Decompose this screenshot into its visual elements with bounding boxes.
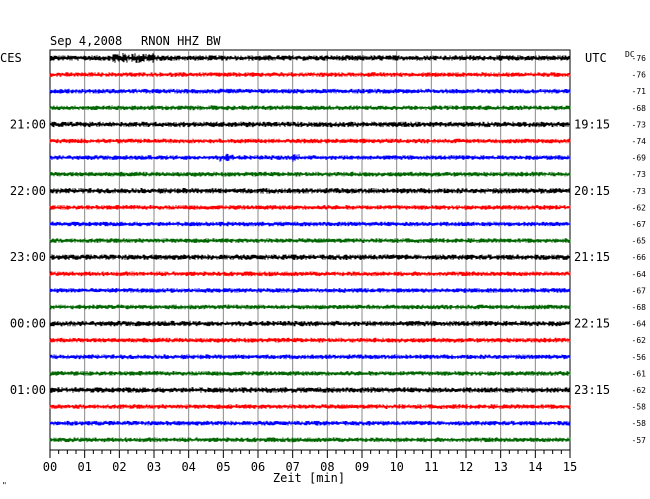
dc-offset-label-13: -64 — [632, 270, 647, 279]
dc-offset-label-3: -68 — [632, 104, 647, 113]
dc-offset-label-9: -62 — [632, 203, 647, 212]
dc-offset-label-16: -64 — [632, 320, 647, 329]
x-tick-label-06: 06 — [251, 460, 265, 474]
corner-mark: " — [2, 481, 7, 490]
dc-offset-label-22: -58 — [632, 419, 647, 428]
x-tick-label-07: 07 — [285, 460, 299, 474]
seismic-trace-14 — [49, 288, 571, 293]
chart-station: RNON HHZ BW — [141, 34, 221, 48]
right-time-label-2115: 21:15 — [574, 250, 610, 264]
x-tick-label-10: 10 — [389, 460, 403, 474]
left-time-label-2200: 22:00 — [10, 184, 46, 198]
x-tick-label-02: 02 — [112, 460, 126, 474]
dc-offset-label-5: -74 — [632, 137, 647, 146]
right-timezone-label: UTC — [585, 51, 607, 65]
x-tick-label-09: 09 — [355, 460, 369, 474]
dc-offset-label-14: -67 — [632, 286, 647, 295]
seismic-trace-8 — [49, 188, 571, 194]
x-tick-label-01: 01 — [77, 460, 91, 474]
x-tick-label-15: 15 — [563, 460, 577, 474]
seismic-trace-7 — [49, 171, 571, 177]
x-tick-label-13: 13 — [493, 460, 507, 474]
seismic-trace-6 — [49, 153, 571, 162]
x-tick-label-12: 12 — [459, 460, 473, 474]
x-axis-label: Zeit [min] — [273, 471, 345, 485]
dc-offset-label-20: -62 — [632, 386, 647, 395]
seismic-trace-2 — [49, 88, 571, 94]
left-timezone-label: CES — [0, 51, 22, 65]
seismic-trace-10 — [49, 221, 571, 227]
seismic-trace-16 — [49, 320, 571, 327]
right-time-label-2215: 22:15 — [574, 317, 610, 331]
x-axis: 00 01 02 03 04 05 06 07 08 09 10 11 12 13 14 15 — [43, 450, 577, 474]
dc-offset-label-0: -76 — [632, 54, 647, 63]
dc-offset-label-1: -76 — [632, 71, 647, 80]
x-tick-label-04: 04 — [181, 460, 195, 474]
dc-offset-label-7: -73 — [632, 170, 647, 179]
dc-offset-label-2: -71 — [632, 87, 647, 96]
right-time-label-2315: 23:15 — [574, 383, 610, 397]
dc-offset-label-12: -66 — [632, 253, 647, 262]
dc-offset-label-17: -62 — [632, 336, 647, 345]
seismic-trace-3 — [49, 105, 571, 111]
right-time-label-1915: 19:15 — [574, 117, 610, 131]
left-time-label-2300: 23:00 — [10, 250, 46, 264]
left-time-label-2100: 21:00 — [10, 117, 46, 131]
dc-offset-label-8: -73 — [632, 187, 647, 196]
seismic-trace-11 — [49, 238, 571, 243]
seismic-trace-13 — [49, 271, 571, 277]
left-time-label-0000: 00:00 — [10, 317, 46, 331]
trace-layer — [49, 53, 571, 443]
dc-offset-label-18: -56 — [632, 353, 647, 362]
right-time-label-2015: 20:15 — [574, 184, 610, 198]
label-layer: 21:00 22:00 23:00 00:00 01:00 19:15 20:15 21:15… — [10, 54, 646, 445]
dc-offset-label-4: -73 — [632, 120, 647, 129]
seismic-trace-22 — [49, 420, 571, 426]
seismic-trace-21 — [49, 404, 571, 409]
seismic-trace-20 — [49, 387, 571, 393]
dc-offset-label-11: -65 — [632, 237, 647, 246]
dc-offset-label-19: -61 — [632, 369, 647, 378]
x-tick-label-03: 03 — [147, 460, 161, 474]
x-tick-label-14: 14 — [528, 460, 542, 474]
seismic-trace-5 — [49, 138, 571, 144]
seismic-trace-4 — [49, 121, 571, 128]
seismic-trace-0 — [49, 53, 571, 63]
dc-offset-label-23: -57 — [632, 436, 647, 445]
x-tick-label-00: 00 — [43, 460, 57, 474]
dc-header-label: DC — [625, 50, 635, 59]
dc-offset-label-15: -68 — [632, 303, 647, 312]
seismic-trace-12 — [49, 254, 571, 260]
seismic-trace-15 — [49, 304, 571, 310]
seismic-trace-19 — [49, 371, 571, 376]
dc-offset-label-21: -58 — [632, 403, 647, 412]
x-tick-label-05: 05 — [216, 460, 230, 474]
left-time-label-0100: 01:00 — [10, 383, 46, 397]
dc-offset-label-10: -67 — [632, 220, 647, 229]
seismic-trace-17 — [49, 337, 571, 343]
seismic-trace-23 — [49, 437, 571, 443]
dc-offset-label-6: -69 — [632, 154, 647, 163]
x-tick-label-11: 11 — [424, 460, 438, 474]
chart-date: Sep 4,2008 — [50, 34, 122, 48]
seismic-trace-18 — [49, 354, 571, 360]
x-tick-label-08: 08 — [320, 460, 334, 474]
seismic-trace-9 — [49, 205, 571, 210]
seismic-trace-1 — [49, 72, 571, 77]
